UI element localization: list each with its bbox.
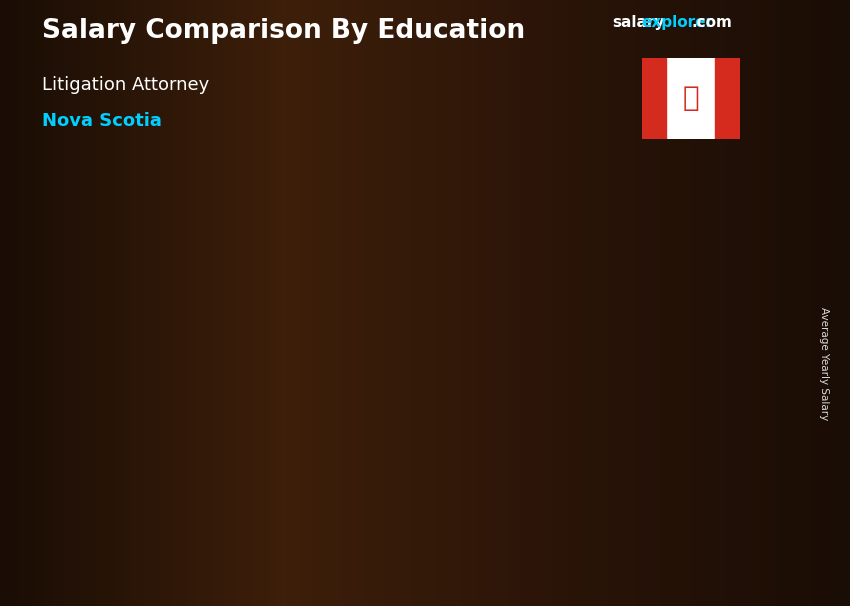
Text: 403,000 CAD: 403,000 CAD	[591, 288, 688, 301]
Bar	[715, 58, 740, 139]
Bar	[129, 391, 212, 515]
Text: Average Yearly Salary: Average Yearly Salary	[819, 307, 829, 420]
Polygon shape	[347, 316, 445, 324]
Bar	[642, 58, 666, 139]
Bar	[565, 261, 572, 515]
Bar	[129, 391, 136, 515]
Bar	[565, 261, 648, 515]
Text: Salary Comparison By Education: Salary Comparison By Education	[42, 18, 525, 44]
Polygon shape	[565, 253, 663, 261]
Text: 303,000 CAD: 303,000 CAD	[373, 379, 469, 391]
Text: Litigation Attorney: Litigation Attorney	[42, 76, 210, 94]
Polygon shape	[212, 384, 228, 515]
Text: explorer: explorer	[642, 15, 714, 30]
Bar	[347, 324, 354, 515]
Text: 196,000 CAD: 196,000 CAD	[110, 401, 206, 414]
Text: salary: salary	[612, 15, 665, 30]
Text: +55%: +55%	[230, 264, 307, 288]
Bar	[347, 324, 430, 515]
Text: .com: .com	[691, 15, 732, 30]
Polygon shape	[648, 253, 663, 515]
Polygon shape	[129, 384, 228, 391]
Text: Nova Scotia: Nova Scotia	[42, 112, 162, 130]
Text: 🍁: 🍁	[683, 84, 699, 113]
Text: +33%: +33%	[449, 231, 524, 255]
Polygon shape	[430, 316, 445, 515]
